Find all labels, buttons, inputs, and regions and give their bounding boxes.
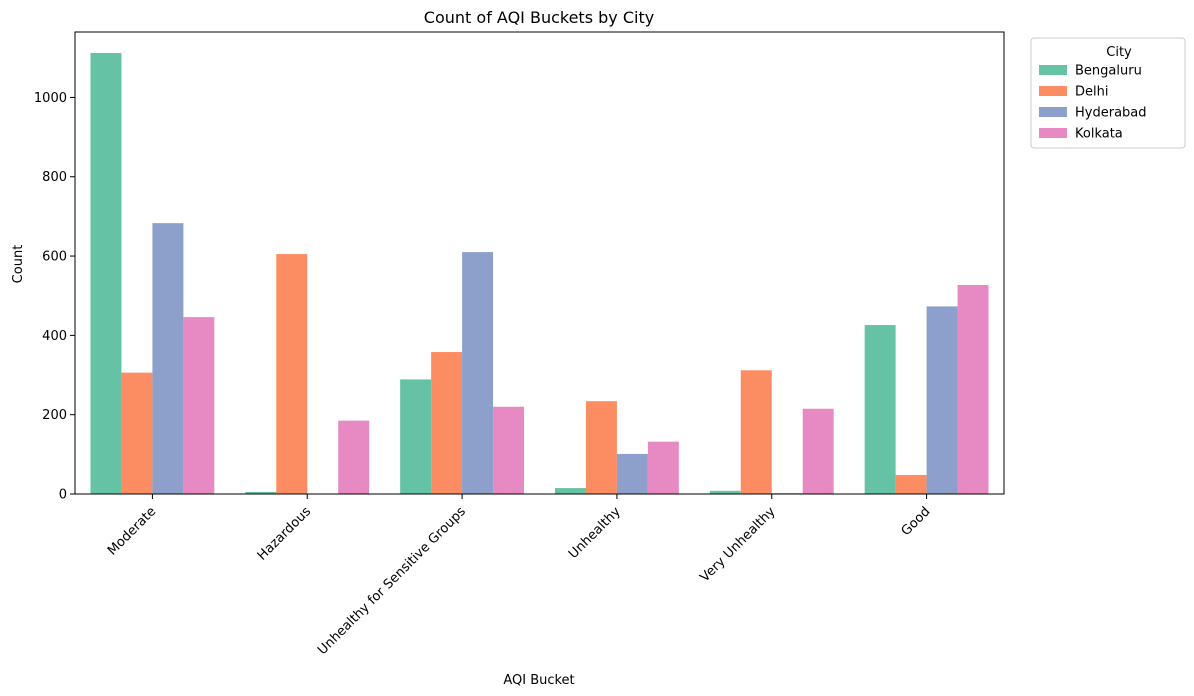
bar-kolkata-0 bbox=[183, 317, 215, 494]
legend-label-delhi: Delhi bbox=[1075, 85, 1108, 100]
bar-delhi-3 bbox=[585, 401, 617, 494]
bar-bengaluru-2 bbox=[400, 379, 432, 494]
bar-kolkata-3 bbox=[647, 441, 679, 494]
bar-bengaluru-5 bbox=[864, 325, 896, 494]
legend-swatch-kolkata bbox=[1039, 128, 1067, 138]
bar-kolkata-4 bbox=[802, 408, 834, 494]
legend-label-hyderabad: Hyderabad bbox=[1075, 106, 1147, 121]
chart-title: Count of AQI Buckets by City bbox=[424, 8, 654, 27]
x-tick-label: Moderate bbox=[105, 504, 159, 558]
bar-delhi-2 bbox=[431, 352, 463, 494]
bar-delhi-1 bbox=[276, 254, 308, 494]
bar-bengaluru-0 bbox=[90, 53, 122, 494]
legend-swatch-bengaluru bbox=[1039, 65, 1067, 75]
y-tick-label: 800 bbox=[42, 170, 67, 185]
legend: City Bengaluru Delhi Hyderabad Kolkata bbox=[1030, 37, 1186, 149]
y-tick-label: 600 bbox=[42, 250, 67, 265]
bar-hyderabad-2 bbox=[462, 252, 494, 494]
x-axis-title: AQI Bucket bbox=[503, 673, 574, 688]
bar-kolkata-2 bbox=[493, 406, 525, 494]
y-tick-label: 1000 bbox=[34, 91, 67, 106]
bar-hyderabad-0 bbox=[152, 223, 184, 494]
plot-frame bbox=[74, 31, 1005, 495]
legend-title: City bbox=[1106, 45, 1132, 60]
x-tick-label: Hazardous bbox=[255, 504, 314, 563]
bar-bengaluru-4 bbox=[709, 490, 741, 494]
x-tick-label: Unhealthy for Sensitive Groups bbox=[315, 504, 469, 658]
legend-label-kolkata: Kolkata bbox=[1075, 127, 1123, 142]
bar-kolkata-5 bbox=[957, 285, 989, 494]
bar-delhi-0 bbox=[121, 372, 153, 494]
bar-bengaluru-3 bbox=[554, 488, 586, 494]
bar-hyderabad-3 bbox=[616, 453, 648, 494]
x-axis: Moderate Hazardous Unhealthy for Sensitive… bbox=[105, 494, 933, 658]
legend-frame bbox=[1030, 37, 1186, 149]
y-tick-label: 0 bbox=[59, 488, 67, 503]
bars-layer bbox=[90, 53, 989, 494]
bar-hyderabad-5 bbox=[926, 306, 958, 494]
legend-label-bengaluru: Bengaluru bbox=[1075, 64, 1142, 79]
bar-bengaluru-1 bbox=[245, 492, 277, 494]
y-axis: 0 200 400 600 800 1000 bbox=[34, 91, 75, 503]
bar-delhi-4 bbox=[740, 370, 772, 494]
x-tick-label: Unhealthy bbox=[566, 504, 624, 562]
legend-swatch-delhi bbox=[1039, 86, 1067, 96]
x-tick-label: Good bbox=[899, 504, 934, 539]
bar-kolkata-1 bbox=[338, 420, 370, 494]
x-tick-label: Very Unhealthy bbox=[698, 504, 779, 585]
bar-delhi-5 bbox=[895, 474, 927, 494]
legend-swatch-hyderabad bbox=[1039, 107, 1067, 117]
y-axis-title: Count bbox=[11, 245, 26, 284]
y-tick-label: 400 bbox=[42, 329, 67, 344]
y-tick-label: 200 bbox=[42, 408, 67, 423]
